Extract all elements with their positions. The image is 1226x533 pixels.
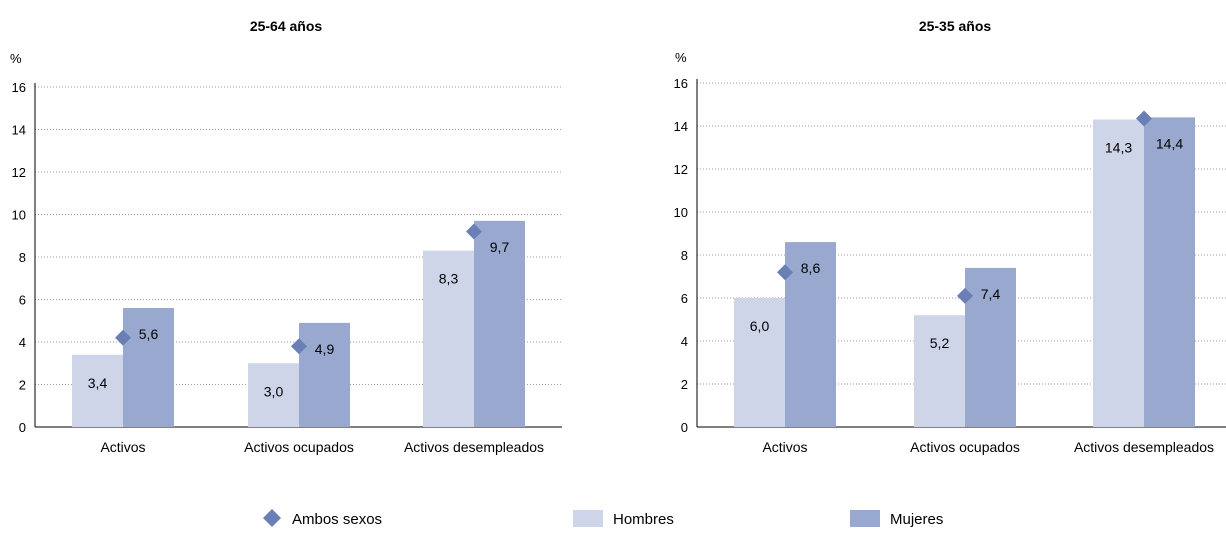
- y-tick-label: 10: [674, 205, 688, 220]
- data-label-mujeres: 14,4: [1156, 135, 1183, 151]
- marker-ambos-sexos: [115, 329, 131, 346]
- data-label-mujeres: 9,7: [490, 239, 510, 255]
- y-tick-label: 0: [681, 420, 688, 435]
- bar-mujeres: [965, 267, 1016, 427]
- legend-item: Mujeres: [850, 510, 943, 528]
- x-category-label: Activos ocupados: [910, 439, 1020, 455]
- chart-panel-1: 25-64 años% 0 2 4 6 8 10 12 14 16 3,4 5,6 Activos 3,0…: [10, 18, 562, 455]
- y-tick-label: 6: [681, 291, 688, 306]
- legend: Ambos sexos Hombres Mujeres: [263, 509, 943, 528]
- y-tick-label: 2: [681, 377, 688, 392]
- bar-mujeres: [474, 220, 525, 427]
- marker-ambos-sexos: [1136, 110, 1152, 127]
- y-tick-label: 14: [12, 123, 26, 138]
- data-label-hombres: 3,4: [88, 375, 108, 391]
- bar-hombres: [1093, 119, 1144, 428]
- bar-hombres: [248, 363, 299, 427]
- data-label-hombres: 14,3: [1105, 140, 1132, 156]
- bar-mujeres: [299, 322, 350, 427]
- legend-item: Ambos sexos: [263, 509, 382, 528]
- y-tick-label: 4: [681, 334, 688, 349]
- data-label-mujeres: 8,6: [801, 260, 821, 276]
- bar-mujeres: [1144, 117, 1195, 428]
- legend-label: Mujeres: [890, 511, 943, 528]
- y-tick-label: 8: [19, 250, 26, 265]
- bar-mujeres: [785, 242, 836, 427]
- data-label-mujeres: 4,9: [315, 341, 335, 357]
- data-label-hombres: 3,0: [264, 383, 284, 399]
- y-tick-label: 2: [19, 378, 26, 393]
- bar-hombres: [72, 354, 123, 427]
- y-tick-label: 6: [19, 293, 26, 308]
- bar-mujeres: [123, 308, 174, 427]
- marker-ambos-sexos: [466, 223, 482, 240]
- legend-label: Ambos sexos: [292, 511, 382, 528]
- marker-ambos-sexos: [777, 264, 793, 281]
- y-axis-unit-label: %: [675, 50, 687, 65]
- bar-hombres: [734, 298, 785, 427]
- y-tick-label: 16: [674, 76, 688, 91]
- y-tick-label: 12: [674, 162, 688, 177]
- data-label-hombres: 6,0: [750, 318, 770, 334]
- y-axis-unit-label: %: [10, 51, 22, 66]
- chart-title: 25-64 años: [250, 18, 323, 34]
- x-category-label: Activos: [100, 439, 145, 455]
- x-category-label: Activos ocupados: [244, 439, 354, 455]
- legend-swatch-icon: [573, 510, 603, 527]
- legend-diamond-icon: [263, 509, 281, 527]
- bar-hombres: [423, 250, 474, 427]
- y-tick-label: 10: [12, 208, 26, 223]
- y-tick-label: 12: [12, 165, 26, 180]
- data-label-hombres: 8,3: [439, 271, 459, 287]
- bar-hombres: [914, 315, 965, 427]
- legend-swatch-icon: [850, 510, 880, 527]
- chart-title: 25-35 años: [919, 18, 992, 34]
- y-tick-label: 8: [681, 248, 688, 263]
- y-tick-label: 4: [19, 335, 26, 350]
- x-category-label: Activos desempleados: [1074, 439, 1214, 455]
- legend-item: Hombres: [573, 510, 674, 528]
- marker-ambos-sexos: [957, 287, 973, 304]
- marker-ambos-sexos: [291, 338, 307, 355]
- y-tick-label: 14: [674, 119, 688, 134]
- y-tick-label: 16: [12, 80, 26, 95]
- y-tick-label: 0: [19, 420, 26, 435]
- x-category-label: Activos: [762, 439, 807, 455]
- legend-label: Hombres: [613, 511, 674, 528]
- data-label-hombres: 5,2: [930, 335, 950, 351]
- chart-panel-2: 25-35 años% 0 2 4 6 8 10 12 14 16 6,0 8,6 Activos 5,2…: [674, 18, 1226, 455]
- data-label-mujeres: 7,4: [981, 286, 1001, 302]
- x-category-label: Activos desempleados: [404, 439, 544, 455]
- data-label-mujeres: 5,6: [139, 326, 159, 342]
